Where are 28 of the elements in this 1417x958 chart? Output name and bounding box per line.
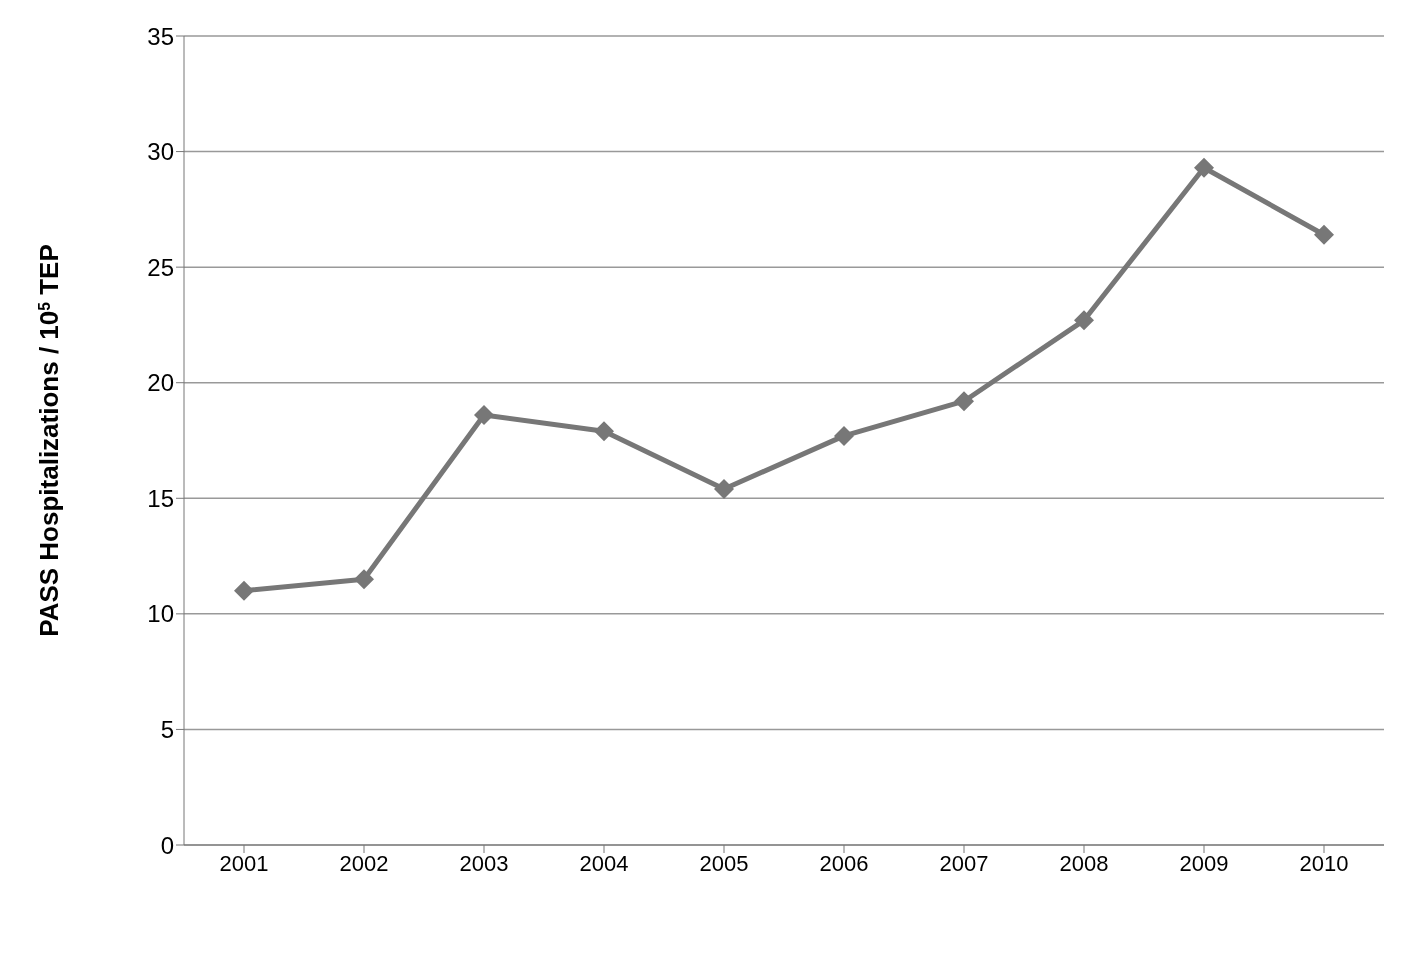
point [1314, 224, 1334, 245]
x-tick-label: 2003 [459, 850, 509, 876]
point [1194, 157, 1214, 178]
x-tick-label: 2001 [219, 850, 269, 876]
point [234, 580, 254, 601]
x-tick-label: 2007 [939, 850, 989, 876]
point [474, 405, 494, 426]
point [954, 391, 974, 412]
y-tick-label: 0 [160, 831, 174, 859]
point [1074, 310, 1094, 331]
point [594, 421, 614, 442]
y-tick-label: 25 [147, 253, 174, 281]
x-tick-label: 2002 [339, 850, 389, 876]
point [834, 425, 854, 446]
y-tick-label: 30 [147, 138, 174, 166]
x-tick-label: 2010 [1299, 850, 1349, 876]
x-tick-label: 2009 [1179, 850, 1229, 876]
point [354, 569, 374, 590]
x-tick-label: 2008 [1059, 850, 1109, 876]
y-tick-label: 15 [147, 484, 174, 512]
y-tick-label: 5 [160, 715, 174, 743]
y-tick-label: 20 [147, 369, 174, 397]
point [714, 479, 734, 500]
y-tick-label: 10 [147, 600, 174, 628]
y-tick-label: 35 [147, 22, 174, 50]
x-tick-label: 2006 [819, 850, 869, 876]
x-tick-label: 2005 [699, 850, 749, 876]
x-tick-label: 2004 [579, 850, 629, 876]
